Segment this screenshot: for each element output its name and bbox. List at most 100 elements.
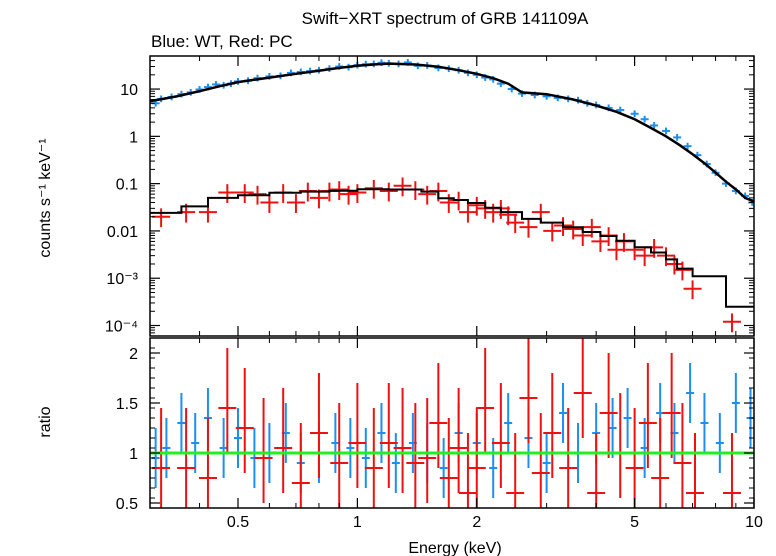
x-tick-label: 0.5 xyxy=(227,514,249,531)
y-tick-label: 2 xyxy=(129,346,138,363)
y-tick-label: 1.5 xyxy=(116,396,138,413)
data-point xyxy=(542,433,551,493)
data-point xyxy=(429,363,448,468)
data-point xyxy=(722,313,741,333)
data-point xyxy=(346,418,355,478)
data-point xyxy=(274,388,293,493)
data-point xyxy=(467,196,486,216)
data-point xyxy=(491,383,510,488)
data-point xyxy=(393,388,412,493)
data-point xyxy=(640,115,649,123)
x-axis-label: Energy (keV) xyxy=(408,540,501,556)
chart-subtitle: Blue: WT, Red: PC xyxy=(151,32,293,51)
data-point xyxy=(650,122,659,129)
data-point xyxy=(625,408,644,508)
data-point xyxy=(309,189,328,209)
data-point xyxy=(489,438,498,498)
data-point xyxy=(722,433,741,508)
data-point xyxy=(607,241,626,261)
y-tick-label: 1 xyxy=(129,129,138,146)
data-point xyxy=(439,438,448,498)
data-point xyxy=(673,133,682,141)
data-point xyxy=(218,348,237,453)
data-point xyxy=(348,184,367,203)
y-tick-label: 10⁻³ xyxy=(106,271,138,288)
data-point xyxy=(339,185,358,205)
data-point xyxy=(291,423,310,508)
data-point xyxy=(348,383,367,488)
x-tick-label: 1 xyxy=(353,514,362,531)
data-point xyxy=(608,398,617,458)
data-point xyxy=(731,373,740,433)
y-tick-label: 0.1 xyxy=(116,177,138,194)
data-point xyxy=(364,408,383,508)
spectrum-panel: 10 1 0.1 0.01 10⁻³ 10⁻⁴ xyxy=(105,55,755,337)
data-point xyxy=(673,403,692,508)
data-point xyxy=(361,428,370,488)
data-point xyxy=(651,418,670,508)
data-point xyxy=(673,261,692,281)
data-point xyxy=(519,338,538,443)
data-point xyxy=(458,433,477,508)
data-point xyxy=(506,214,525,234)
pc-model-step-line xyxy=(150,188,754,308)
data-point xyxy=(484,203,503,223)
data-point xyxy=(623,388,632,448)
y-tick-label: 0.5 xyxy=(116,496,138,513)
y-tick-label: 10 xyxy=(120,82,138,99)
spectrum-y-axis-label: counts s⁻¹ keV⁻¹ xyxy=(37,138,54,257)
data-point xyxy=(543,222,562,242)
data-point xyxy=(683,280,702,300)
wt-model-line xyxy=(150,62,754,203)
data-point xyxy=(559,383,568,443)
data-point xyxy=(573,338,592,438)
data-point xyxy=(191,413,200,473)
y-tick-label: 1 xyxy=(129,446,138,463)
data-point xyxy=(198,418,217,508)
data-point xyxy=(686,363,695,423)
y-tick-label: 0.01 xyxy=(107,224,138,241)
data-point xyxy=(393,177,412,197)
data-point xyxy=(531,413,550,508)
data-point xyxy=(219,418,228,478)
data-point xyxy=(599,353,618,458)
data-point xyxy=(406,403,425,508)
data-point xyxy=(506,433,525,508)
data-point xyxy=(635,247,654,267)
data-point xyxy=(449,388,468,493)
data-point xyxy=(439,418,458,508)
ratio-y-axis-label: ratio xyxy=(37,406,54,437)
data-point xyxy=(330,403,349,508)
data-point xyxy=(177,408,196,508)
data-point xyxy=(418,398,437,503)
data-point xyxy=(630,110,639,118)
plot-frame xyxy=(149,337,755,509)
x-tick-label: 10 xyxy=(745,514,763,531)
plot-frame xyxy=(149,55,755,337)
data-point xyxy=(467,408,486,508)
data-point xyxy=(379,383,398,488)
data-point xyxy=(559,408,578,508)
data-point xyxy=(152,208,171,228)
x-tick-label: 2 xyxy=(472,514,481,531)
data-point xyxy=(662,127,671,135)
data-point xyxy=(611,393,630,498)
data-point xyxy=(235,184,254,203)
data-point xyxy=(177,393,186,453)
data-point xyxy=(233,408,242,468)
data-point xyxy=(715,413,724,473)
data-point xyxy=(235,368,254,473)
data-point xyxy=(683,142,692,150)
data-point xyxy=(152,408,171,508)
ratio-panel: 0.5 1 1.5 2 0.5 1 2 5 10 xyxy=(116,337,763,531)
data-point xyxy=(218,184,237,203)
data-point xyxy=(662,353,681,458)
data-point xyxy=(439,194,458,213)
data-point xyxy=(458,203,477,223)
data-point xyxy=(449,191,468,211)
data-point xyxy=(309,373,328,478)
data-point xyxy=(543,373,562,478)
chart-title: Swift−XRT spectrum of GRB 141109A xyxy=(302,9,589,28)
data-point xyxy=(476,348,495,453)
data-point xyxy=(379,182,398,202)
